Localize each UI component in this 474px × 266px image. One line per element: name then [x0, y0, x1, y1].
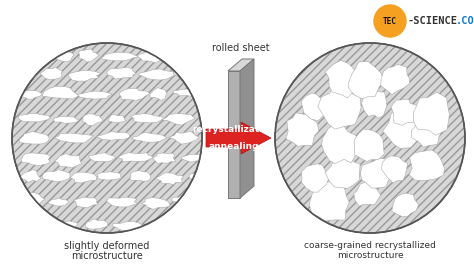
Polygon shape — [286, 113, 319, 146]
Polygon shape — [325, 154, 360, 188]
Polygon shape — [20, 170, 41, 182]
Polygon shape — [383, 113, 423, 148]
Polygon shape — [182, 154, 208, 162]
Polygon shape — [19, 90, 42, 99]
Polygon shape — [325, 60, 361, 98]
Polygon shape — [177, 221, 203, 229]
Polygon shape — [318, 84, 361, 129]
Polygon shape — [70, 172, 97, 183]
Polygon shape — [79, 49, 99, 62]
Polygon shape — [392, 193, 419, 217]
Polygon shape — [169, 51, 201, 59]
Polygon shape — [348, 61, 385, 99]
Text: coarse-grained recrystallized: coarse-grained recrystallized — [304, 241, 436, 250]
Polygon shape — [174, 67, 204, 80]
Polygon shape — [19, 131, 49, 144]
Polygon shape — [55, 154, 82, 168]
Polygon shape — [153, 218, 176, 231]
Polygon shape — [112, 221, 145, 231]
Polygon shape — [78, 91, 112, 99]
Text: annealing: annealing — [208, 142, 259, 151]
Polygon shape — [150, 88, 167, 100]
Ellipse shape — [275, 43, 465, 233]
Polygon shape — [206, 122, 271, 154]
Polygon shape — [172, 195, 204, 206]
Text: microstructure: microstructure — [337, 251, 403, 260]
Polygon shape — [138, 69, 174, 80]
Text: .COM: .COM — [456, 16, 474, 26]
Polygon shape — [40, 68, 62, 80]
Polygon shape — [362, 90, 387, 118]
Polygon shape — [119, 89, 149, 100]
Text: slightly deformed: slightly deformed — [64, 241, 150, 251]
Polygon shape — [53, 116, 79, 123]
Polygon shape — [42, 170, 70, 182]
Polygon shape — [355, 129, 384, 161]
Polygon shape — [354, 182, 381, 206]
Polygon shape — [129, 171, 150, 181]
Polygon shape — [382, 156, 408, 183]
Polygon shape — [189, 172, 214, 180]
Text: microstructure: microstructure — [71, 251, 143, 261]
Polygon shape — [309, 182, 349, 221]
Polygon shape — [85, 219, 108, 229]
Polygon shape — [18, 193, 45, 205]
Polygon shape — [97, 172, 121, 180]
Polygon shape — [162, 114, 195, 125]
Polygon shape — [109, 115, 126, 123]
Polygon shape — [228, 59, 254, 71]
Polygon shape — [413, 92, 449, 135]
Polygon shape — [141, 198, 170, 209]
Circle shape — [374, 5, 406, 37]
Polygon shape — [68, 70, 101, 81]
Polygon shape — [168, 131, 199, 144]
Polygon shape — [360, 158, 394, 188]
Polygon shape — [43, 86, 79, 99]
Ellipse shape — [12, 43, 202, 233]
Polygon shape — [322, 123, 359, 164]
Polygon shape — [54, 221, 78, 229]
Polygon shape — [22, 153, 51, 165]
Polygon shape — [48, 198, 68, 206]
Polygon shape — [228, 71, 240, 198]
Polygon shape — [381, 64, 410, 95]
Polygon shape — [19, 68, 38, 81]
Polygon shape — [19, 114, 50, 122]
Polygon shape — [18, 219, 51, 231]
Polygon shape — [96, 132, 130, 140]
Polygon shape — [54, 50, 74, 62]
Polygon shape — [88, 153, 116, 162]
Text: TEC: TEC — [383, 16, 397, 26]
Polygon shape — [118, 153, 154, 162]
Polygon shape — [240, 59, 254, 198]
Polygon shape — [155, 173, 183, 185]
Polygon shape — [100, 52, 139, 61]
Polygon shape — [301, 164, 329, 192]
Polygon shape — [173, 89, 203, 97]
Polygon shape — [130, 114, 164, 123]
Polygon shape — [107, 67, 136, 79]
Polygon shape — [132, 132, 167, 142]
Polygon shape — [83, 114, 102, 126]
Polygon shape — [73, 197, 98, 208]
Text: rolled sheet: rolled sheet — [212, 43, 270, 53]
Polygon shape — [153, 153, 176, 163]
Text: -SCIENCE: -SCIENCE — [408, 16, 458, 26]
Polygon shape — [55, 133, 93, 143]
Polygon shape — [107, 197, 138, 207]
Polygon shape — [301, 93, 327, 121]
Polygon shape — [19, 49, 51, 60]
Polygon shape — [411, 114, 443, 147]
Polygon shape — [409, 150, 445, 181]
Polygon shape — [137, 51, 164, 63]
Text: recrystallization: recrystallization — [192, 125, 275, 134]
Polygon shape — [391, 99, 418, 125]
